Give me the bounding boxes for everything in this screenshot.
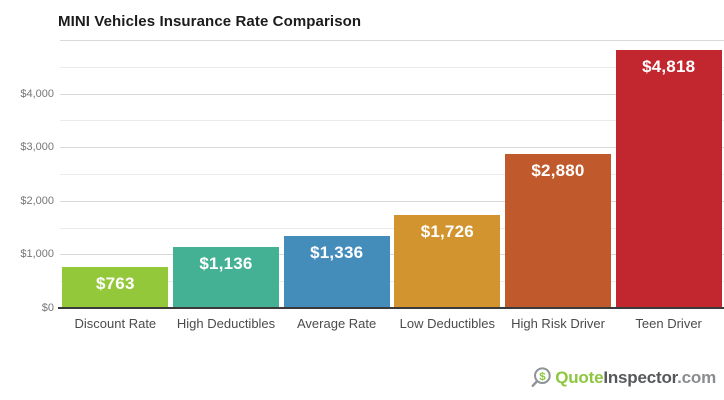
bar-low-deductibles: $1,726	[394, 215, 501, 308]
magnifier-lens	[534, 367, 551, 385]
bar-high-deductibles: $1,136	[173, 247, 279, 308]
logo-wordmark: QuoteInspector.com	[555, 368, 716, 388]
gridline-minor	[60, 228, 724, 229]
bar-value-label: $1,136	[199, 254, 253, 273]
bar-value-label: $4,818	[642, 57, 696, 76]
magnifier-handle	[531, 380, 539, 388]
magnifier-dollar-icon: $	[531, 367, 551, 388]
chart-title: MINI Vehicles Insurance Rate Comparison	[58, 13, 362, 30]
x-axis-line	[58, 307, 724, 309]
gridline-major	[60, 94, 724, 95]
x-axis-category-label: Low Deductibles	[399, 316, 496, 331]
gridline-major	[60, 40, 724, 41]
gridline-major	[60, 201, 724, 202]
y-axis: $0 $1,000 $2,000 $3,000 $4,000	[0, 40, 54, 314]
plot-area: $763 $1,136 $1,336 $1,726 $2,880 $4,818	[60, 40, 724, 308]
logo-word-inspector: Inspector	[603, 367, 678, 387]
gridline-minor	[60, 281, 724, 282]
x-axis-category-label: Average Rate	[297, 316, 377, 331]
x-axis: Discount Rate High Deductibles Average Rat…	[60, 316, 724, 336]
x-axis-category-label: High Risk Driver	[511, 316, 605, 331]
bar-high-risk-driver: $2,880	[505, 154, 611, 308]
bar-value-label: $2,880	[531, 161, 585, 180]
bar-value-label: $763	[95, 274, 135, 293]
x-axis-category-label: Teen Driver	[635, 316, 702, 331]
y-axis-tick-label: $3,000	[20, 141, 54, 154]
bar-teen-driver: $4,818	[615, 50, 722, 308]
quoteinspector-logo: $ QuoteInspector.com	[530, 366, 716, 389]
gridline-minor	[60, 174, 724, 175]
dollar-glyph: $	[539, 371, 546, 383]
y-axis-tick-label: $4,000	[20, 87, 54, 100]
logo-word-domain: .com	[677, 367, 716, 387]
gridline-major	[60, 254, 724, 255]
x-axis-category-label: High Deductibles	[176, 316, 276, 331]
bar-value-label: $1,726	[420, 222, 474, 241]
logo-word-quote: Quote	[555, 367, 604, 387]
bar-average-rate: $1,336	[283, 236, 390, 308]
y-axis-tick-label: $0	[41, 302, 54, 314]
gridline-minor	[60, 67, 724, 68]
bar-value-label: $1,336	[310, 243, 364, 262]
x-axis-category-label: Discount Rate	[74, 316, 157, 331]
gridline-minor	[60, 120, 724, 121]
bar-discount-rate: $763	[62, 267, 169, 308]
gridline-major	[60, 147, 724, 148]
y-axis-tick-label: $2,000	[20, 194, 54, 207]
y-axis-tick-label: $1,000	[20, 248, 54, 261]
